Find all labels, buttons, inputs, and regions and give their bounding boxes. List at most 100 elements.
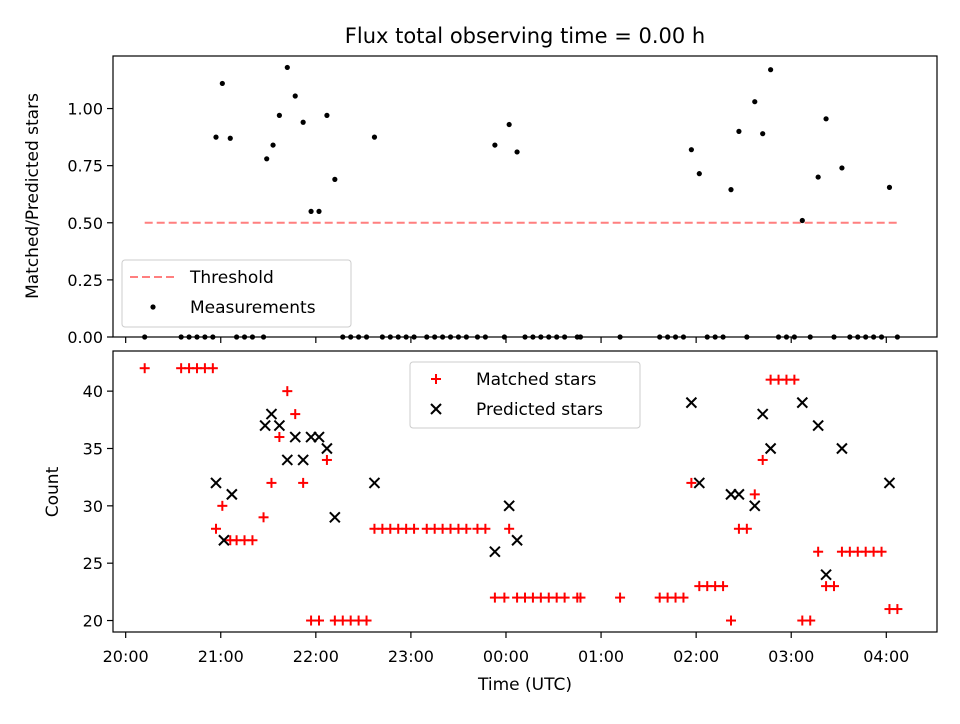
measurement-point [760, 131, 766, 137]
measurement-point [284, 64, 290, 71]
predicted-star-point [489, 546, 501, 558]
bottom-frame [112, 350, 938, 633]
predicted-star-point [210, 477, 222, 489]
measurement-point [308, 208, 314, 214]
predicted-star-point [289, 431, 301, 443]
bottom-y-tick-label: 20 [83, 612, 103, 631]
x-tick-label: 04:00 [863, 647, 909, 666]
matched-star-point [211, 523, 221, 534]
legend-predicted-label: Predicted stars [476, 400, 603, 420]
x-tick-label: 01:00 [578, 647, 624, 666]
top-y-tick-label: 0.00 [67, 328, 103, 347]
measurement-point [371, 134, 378, 140]
bottom-y-axis-label: Count [43, 466, 63, 517]
matched-star-point [461, 523, 472, 534]
matched-star-point [290, 409, 301, 420]
matched-star-point [559, 592, 570, 603]
predicted-star-point [273, 419, 286, 432]
measurement-point [227, 135, 233, 141]
top-legend-box [121, 259, 352, 328]
matched-star-point [718, 581, 729, 592]
predicted-star-point [226, 488, 238, 501]
top-y-axis-label: Matched/Predicted stars [23, 93, 43, 299]
measurement-point [728, 187, 734, 193]
measurement-point [823, 116, 829, 122]
matched-star-point [258, 512, 269, 523]
measurement-point [736, 128, 742, 134]
predicted-star-point [883, 477, 896, 489]
measurement-point [839, 165, 845, 171]
matched-star-point [805, 615, 816, 626]
measurement-point [324, 112, 330, 118]
matched-star-point [499, 592, 510, 603]
matched-star-point [813, 546, 824, 557]
predicted-star-point [756, 408, 769, 420]
matched-star-point [409, 523, 420, 534]
bottom-legend: Matched stars Predicted stars [409, 361, 641, 429]
matched-star-point [757, 454, 768, 465]
measurement-point [768, 67, 774, 73]
x-tick-label: 20:00 [103, 647, 149, 666]
x-tick-label: 21:00 [198, 647, 244, 666]
measurement-point [696, 171, 702, 177]
top-y-axis: 0.00 0.25 0.50 0.75 1.00 [67, 100, 113, 347]
predicted-star-point [321, 442, 333, 455]
matched-star-point [282, 386, 293, 397]
bottom-y-axis: 20 25 30 35 40 [83, 382, 113, 631]
top-panel: 0.00 0.25 0.50 0.75 1.00 Matched/Predicted s… [23, 55, 938, 347]
measurement-point [300, 119, 306, 125]
legend-matched-label: Matched stars [476, 370, 596, 390]
measurement-point [752, 99, 758, 105]
predicted-star-point [749, 500, 761, 512]
predicted-star-point [693, 477, 706, 489]
matched-star-point [361, 615, 372, 626]
measurement-point [292, 93, 298, 99]
bottom-y-tick-label: 30 [83, 497, 103, 516]
bottom-legend-box [409, 361, 641, 429]
bottom-y-tick-label: 35 [83, 439, 103, 458]
matched-star-point [298, 477, 309, 488]
matched-star-point [217, 500, 228, 511]
bottom-y-tick-label: 40 [83, 382, 103, 401]
x-tick-label: 22:00 [293, 647, 339, 666]
legend-matched-swatch [431, 374, 441, 384]
matched-star-point [789, 374, 800, 385]
matched-star-point [480, 523, 491, 534]
predicted-star-point [281, 454, 294, 466]
measurement-point [815, 174, 821, 180]
matched-star-point [321, 454, 332, 465]
top-marks [142, 64, 900, 340]
measurement-point [688, 147, 694, 153]
measurement-point [332, 176, 338, 182]
legend-threshold-label: Threshold [189, 268, 274, 288]
measurement-point [276, 112, 282, 118]
x-tick-label: 03:00 [768, 647, 814, 666]
matched-star-point [266, 477, 277, 488]
matched-star-point [678, 592, 689, 603]
top-frame [112, 55, 938, 338]
predicted-star-point [796, 396, 809, 409]
measurement-point [264, 156, 270, 162]
top-y-tick-label: 0.75 [67, 157, 103, 176]
matched-star-point [615, 592, 626, 603]
x-axis-label: Time (UTC) [477, 675, 572, 695]
matched-star-point [749, 489, 760, 500]
measurement-point [270, 142, 276, 148]
predicted-star-point [836, 442, 848, 455]
matched-star-point [139, 363, 150, 374]
matched-star-point [726, 615, 736, 626]
measurement-point [219, 80, 225, 87]
chart-title: Flux total observing time = 0.00 h [345, 24, 705, 48]
top-legend: Threshold Measurements [121, 259, 352, 328]
measurement-point [213, 134, 219, 140]
matched-star-point [829, 581, 839, 592]
predicted-star-point [685, 396, 698, 409]
measurement-point [316, 208, 322, 214]
top-y-tick-label: 0.25 [67, 271, 103, 290]
bottom-y-tick-label: 25 [83, 554, 103, 573]
legend-measurements-swatch [150, 304, 156, 310]
matched-star-point [247, 535, 258, 546]
x-tick-label: 02:00 [673, 647, 719, 666]
predicted-star-point [218, 534, 230, 546]
